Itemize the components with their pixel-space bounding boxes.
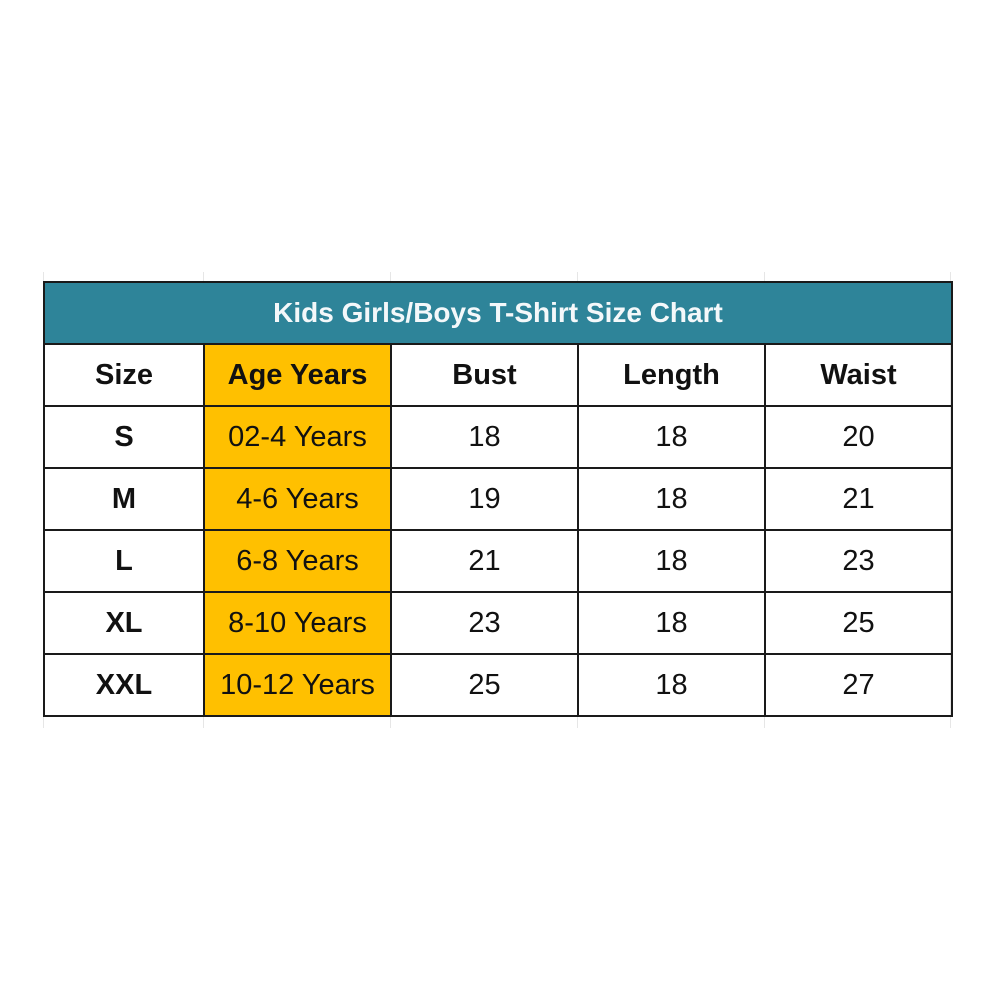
cell-length: 18 (577, 467, 766, 531)
cell-bust: 25 (390, 653, 579, 717)
table-row: S 02-4 Years 18 18 20 (43, 405, 954, 469)
cell-length: 18 (577, 591, 766, 655)
cell-bust: 18 (390, 405, 579, 469)
header-length: Length (577, 343, 766, 407)
cell-age: 6-8 Years (203, 529, 392, 593)
table-row: XXL 10-12 Years 25 18 27 (43, 653, 954, 717)
cell-length: 18 (577, 405, 766, 469)
size-chart-table: Kids Girls/Boys T-Shirt Size Chart Size … (42, 281, 954, 717)
cell-length: 18 (577, 529, 766, 593)
table-row: L 6-8 Years 21 18 23 (43, 529, 954, 593)
cell-bust: 23 (390, 591, 579, 655)
chart-title: Kids Girls/Boys T-Shirt Size Chart (42, 281, 954, 345)
header-bust: Bust (390, 343, 579, 407)
cell-size: M (43, 467, 205, 531)
cell-age: 4-6 Years (203, 467, 392, 531)
cell-age: 10-12 Years (203, 653, 392, 717)
cell-size: XXL (43, 653, 205, 717)
cell-size: XL (43, 591, 205, 655)
cell-waist: 25 (763, 591, 954, 655)
cell-waist: 21 (763, 467, 954, 531)
header-age: Age Years (203, 343, 392, 407)
cell-bust: 21 (390, 529, 579, 593)
table-row: XL 8-10 Years 23 18 25 (43, 591, 954, 655)
cell-size: S (43, 405, 205, 469)
cell-age: 02-4 Years (203, 405, 392, 469)
table-row: M 4-6 Years 19 18 21 (43, 467, 954, 531)
cell-waist: 20 (763, 405, 954, 469)
cell-length: 18 (577, 653, 766, 717)
header-size: Size (43, 343, 205, 407)
cell-waist: 27 (763, 653, 954, 717)
cell-waist: 23 (763, 529, 954, 593)
cell-bust: 19 (390, 467, 579, 531)
cell-age: 8-10 Years (203, 591, 392, 655)
header-waist: Waist (763, 343, 954, 407)
cell-size: L (43, 529, 205, 593)
